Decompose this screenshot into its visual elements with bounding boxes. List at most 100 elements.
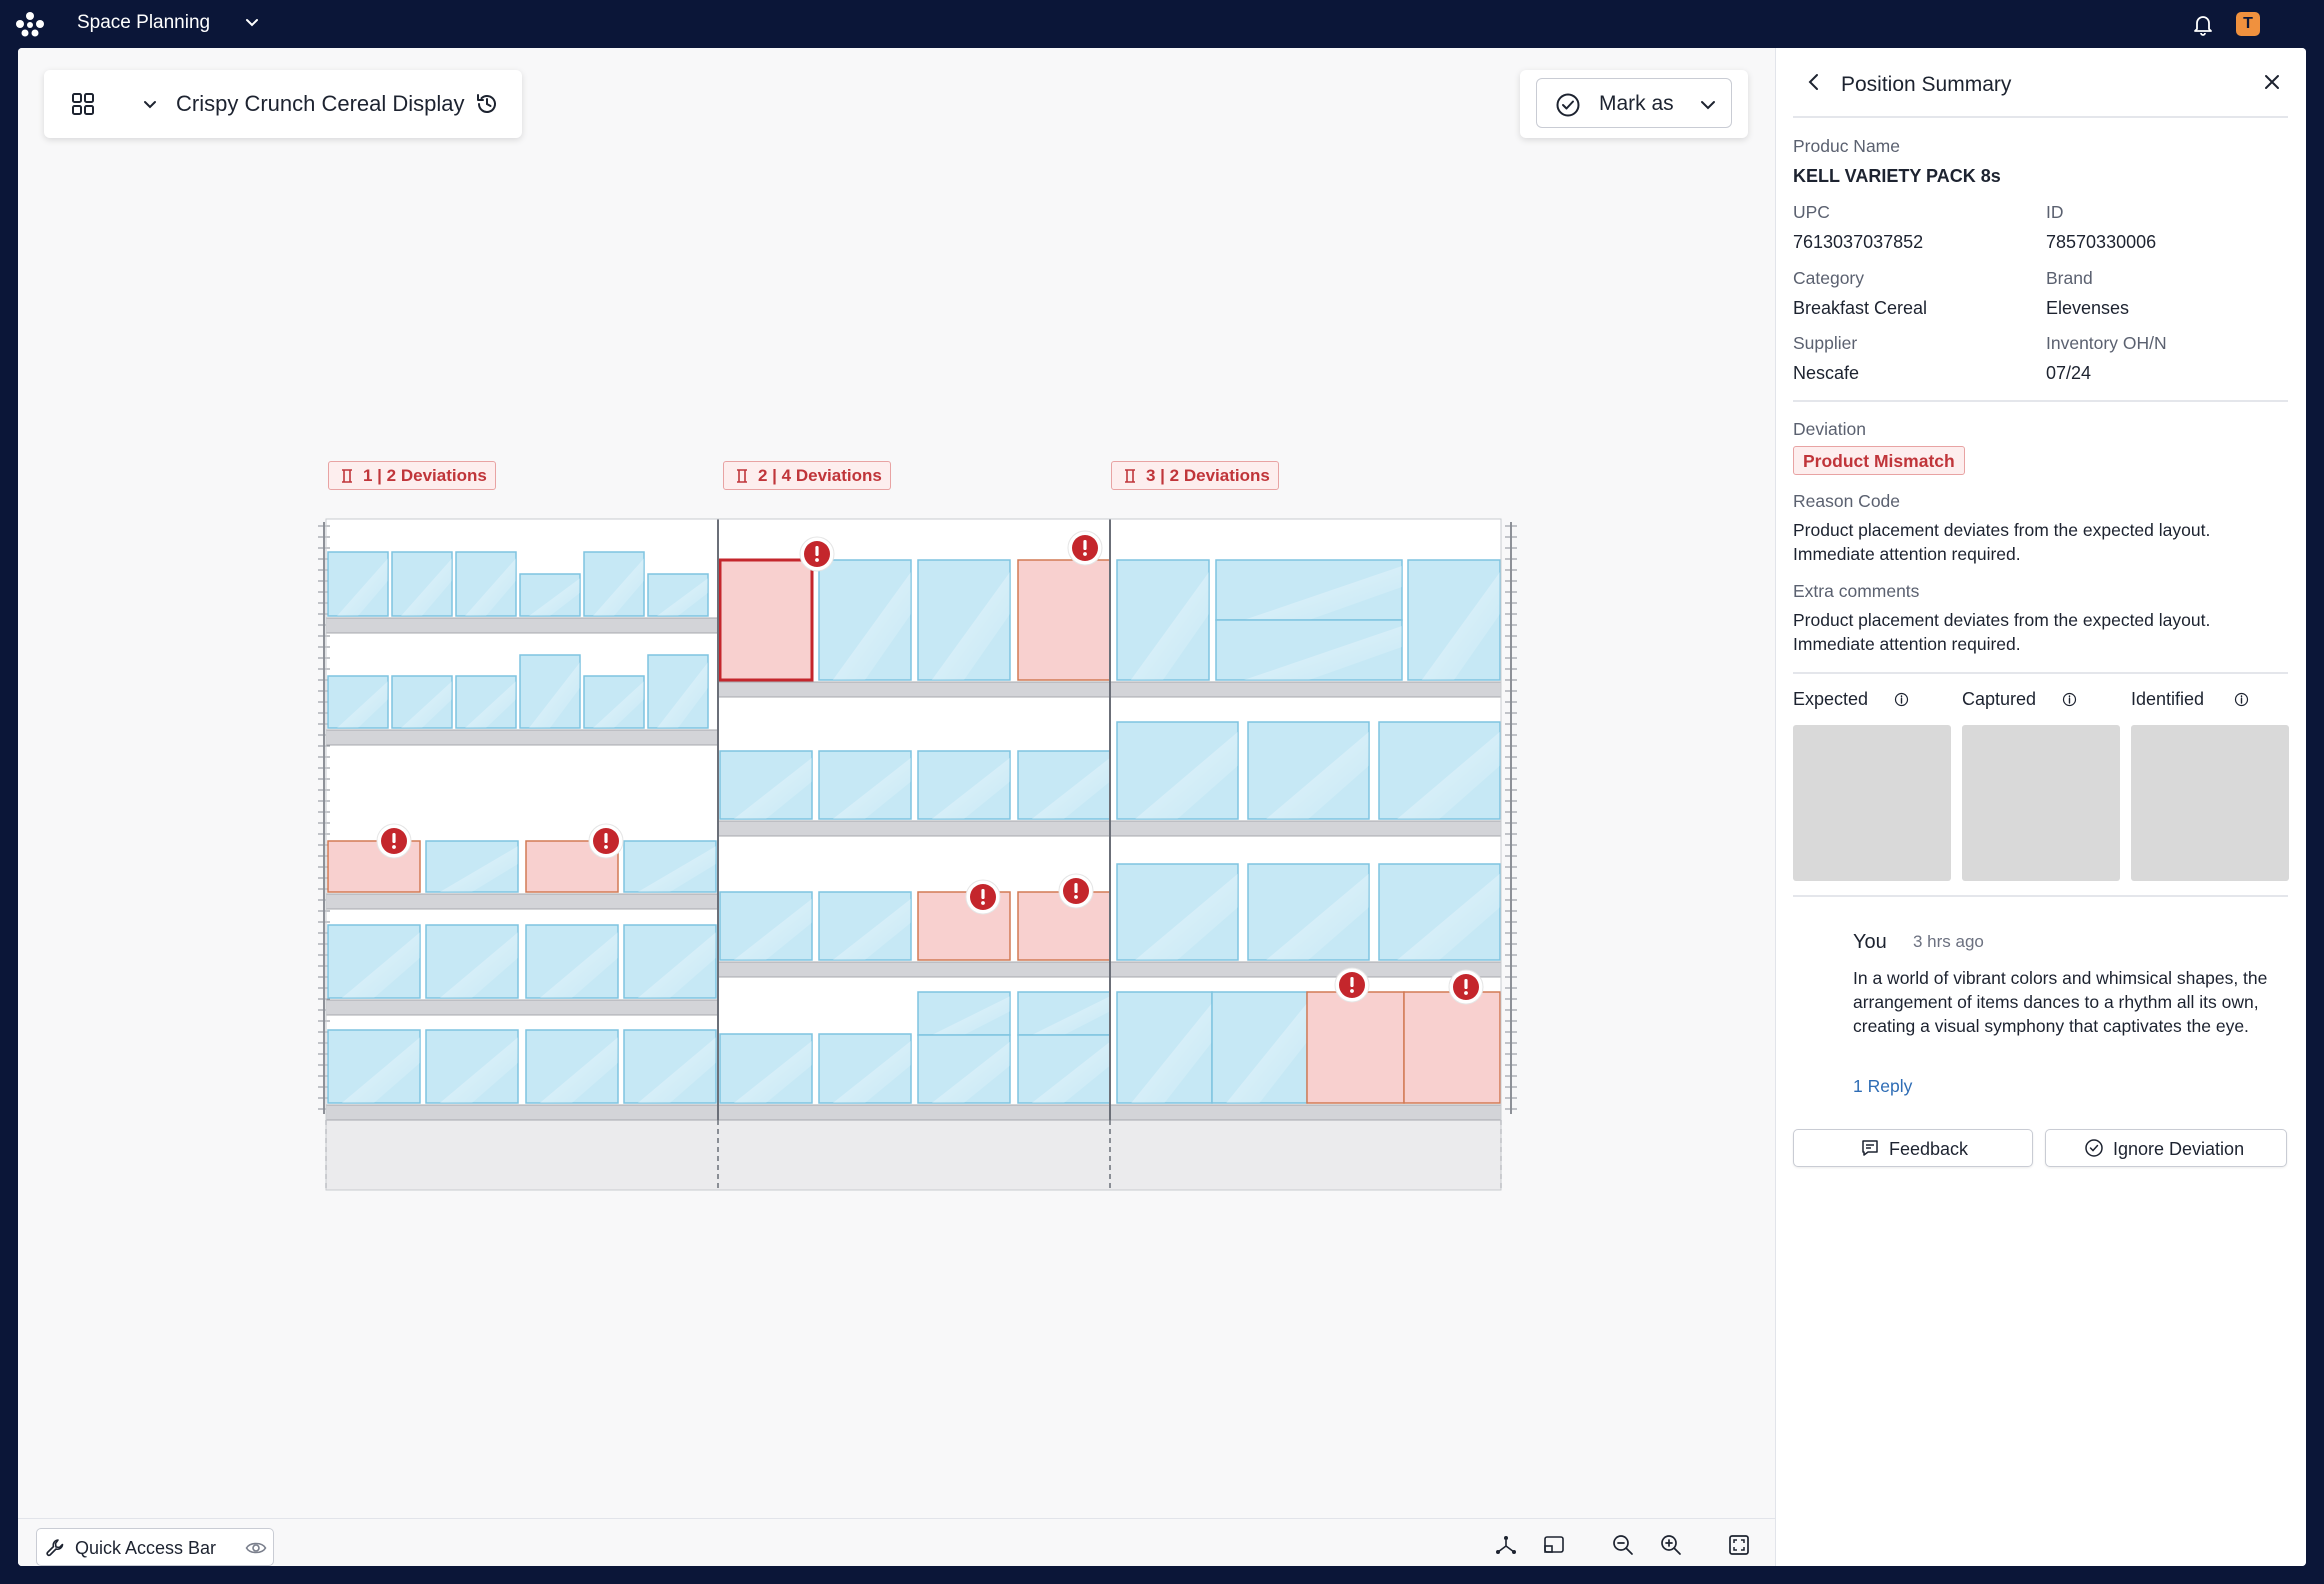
product[interactable] (1247, 721, 1370, 820)
product[interactable] (1116, 863, 1239, 961)
product[interactable] (525, 924, 619, 999)
hierarchy-icon[interactable] (1494, 1533, 1518, 1557)
expected-label: Expected (1793, 689, 1869, 709)
reply-link[interactable]: 1 Reply (1853, 1076, 1913, 1096)
product[interactable] (1215, 559, 1403, 621)
product[interactable] (818, 891, 912, 961)
product[interactable] (623, 924, 717, 999)
user-avatar[interactable]: T (2236, 12, 2260, 36)
history-icon[interactable] (474, 91, 500, 117)
app-logo-icon[interactable] (14, 10, 46, 38)
alert-icon[interactable] (799, 536, 835, 572)
product[interactable] (1215, 619, 1403, 681)
bay-3-deviation-tag[interactable]: 3 | 2 Deviations (1111, 461, 1279, 490)
captured-image[interactable] (1962, 725, 2120, 881)
product[interactable] (1378, 721, 1501, 820)
planogram[interactable]: 1 | 2 Deviations 2 | 4 Deviations 3 | 2 … (286, 414, 1538, 1204)
alert-icon[interactable] (1067, 530, 1103, 566)
product[interactable] (1211, 991, 1308, 1104)
planogram-shelves[interactable] (286, 414, 1538, 1204)
ignore-deviation-button[interactable]: Ignore Deviation (2045, 1129, 2287, 1167)
info-icon[interactable] (2062, 692, 2077, 707)
product[interactable] (1247, 863, 1370, 961)
product[interactable] (425, 1029, 519, 1104)
check-circle-icon (1556, 93, 1580, 117)
alert-icon[interactable] (1058, 873, 1094, 909)
close-icon[interactable] (2262, 72, 2282, 92)
product[interactable] (455, 551, 517, 617)
product[interactable] (647, 654, 709, 729)
chevron-down-icon[interactable] (142, 97, 158, 113)
quick-access-bar-button[interactable]: Quick Access Bar (36, 1528, 274, 1566)
product[interactable] (1017, 750, 1111, 820)
info-icon[interactable] (1894, 692, 1909, 707)
identified-image[interactable] (2131, 725, 2289, 881)
alert-icon[interactable] (588, 823, 624, 859)
notification-bell-icon[interactable] (2192, 12, 2214, 36)
app-title[interactable]: Space Planning (77, 12, 211, 33)
zoom-in-icon[interactable] (1659, 1533, 1683, 1557)
products[interactable] (327, 551, 1501, 1104)
product[interactable] (1407, 559, 1501, 681)
alert-icon[interactable] (965, 879, 1001, 915)
product[interactable] (818, 1033, 912, 1104)
cast-icon[interactable] (1542, 1533, 1566, 1557)
alert-icon[interactable] (1448, 969, 1484, 1005)
product[interactable] (327, 1029, 421, 1104)
info-icon[interactable] (2234, 692, 2249, 707)
alert-markers[interactable] (376, 530, 1484, 1005)
alert-icon[interactable] (376, 823, 412, 859)
product[interactable] (519, 573, 581, 617)
planogram-canvas[interactable]: Crispy Crunch Cereal Display Mark as (18, 48, 1775, 1566)
product[interactable] (519, 654, 581, 729)
product[interactable] (425, 924, 519, 999)
feedback-button[interactable]: Feedback (1793, 1129, 2033, 1167)
bay-2-deviation-tag[interactable]: 2 | 4 Deviations (723, 461, 891, 490)
product[interactable] (818, 559, 912, 681)
product[interactable] (1017, 991, 1111, 1036)
bay-1-deviation-tag[interactable]: 1 | 2 Deviations (328, 461, 496, 490)
product[interactable] (917, 750, 1011, 820)
product[interactable] (647, 573, 709, 617)
product-deviation[interactable] (1403, 991, 1501, 1104)
fit-screen-icon[interactable] (1727, 1533, 1751, 1557)
product[interactable] (327, 924, 421, 999)
product[interactable] (1116, 721, 1239, 820)
product[interactable] (583, 551, 645, 617)
divider (1793, 895, 2288, 897)
chevron-left-icon[interactable] (1804, 72, 1824, 92)
product-deviation[interactable] (1306, 991, 1405, 1104)
product-deviation[interactable] (1017, 559, 1111, 681)
product[interactable] (391, 675, 453, 729)
product[interactable] (1116, 559, 1210, 681)
product[interactable] (917, 559, 1011, 681)
product[interactable] (327, 675, 389, 729)
product[interactable] (623, 840, 717, 893)
product[interactable] (583, 675, 645, 729)
product[interactable] (719, 891, 813, 961)
product[interactable] (1116, 991, 1213, 1104)
expected-image[interactable] (1793, 725, 1951, 881)
product[interactable] (623, 1029, 717, 1104)
product[interactable] (917, 1034, 1011, 1104)
product[interactable] (917, 991, 1011, 1036)
product[interactable] (1378, 863, 1501, 961)
grid-view-icon[interactable] (70, 91, 96, 117)
product[interactable] (327, 551, 389, 617)
product[interactable] (455, 675, 517, 729)
product[interactable] (525, 1029, 619, 1104)
mark-as-button[interactable]: Mark as (1536, 78, 1732, 128)
product[interactable] (425, 840, 519, 893)
eye-icon[interactable] (245, 1539, 267, 1557)
product[interactable] (818, 750, 912, 820)
product[interactable] (719, 750, 813, 820)
chevron-down-icon[interactable] (244, 15, 260, 31)
product[interactable] (1017, 1034, 1111, 1104)
alert-icon[interactable] (1334, 967, 1370, 1003)
product-deviation[interactable] (718, 558, 814, 682)
zoom-out-icon[interactable] (1611, 1533, 1635, 1557)
product[interactable] (719, 1033, 813, 1104)
supplier-label: Supplier (1793, 333, 1858, 353)
bottom-toolbar: Quick Access Bar (18, 1518, 1775, 1566)
product[interactable] (391, 551, 453, 617)
